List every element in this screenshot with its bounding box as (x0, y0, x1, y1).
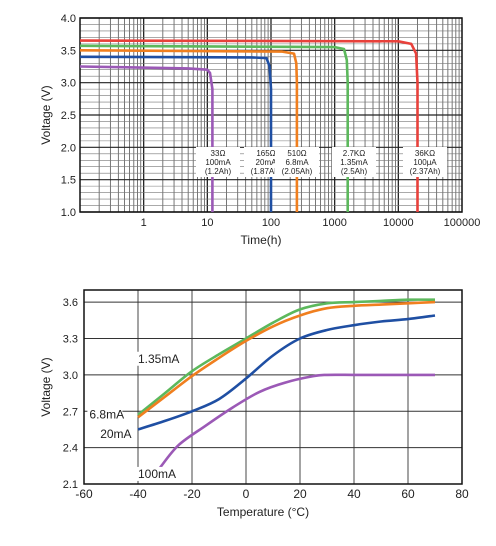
annotation-box (87, 407, 123, 422)
series-label-text: (1.2Ah) (205, 167, 232, 176)
series-line-2 (79, 49, 299, 212)
y-tick-label: 2.4 (63, 443, 78, 455)
series-line-4 (79, 39, 419, 212)
series-line-1 (137, 300, 436, 419)
y-tick-label: 2.1 (63, 479, 78, 491)
y-axis-label: Voltage (V) (39, 85, 53, 144)
chart2: 1.35mA 6.8mA 20mA 100mA -60 -40 -20 0 20 40 60 80 2.… (39, 289, 469, 519)
x-tick-label: 80 (455, 487, 469, 501)
y-tick-label: 3.0 (63, 370, 78, 382)
y-tick-label: 3.3 (63, 334, 78, 346)
series-line-2 (137, 314, 436, 431)
x-tick-label: 1 (141, 217, 147, 229)
series-label-box (196, 147, 240, 177)
y-tick-label: 3.6 (63, 297, 78, 309)
series-label-text: 36KΩ (415, 149, 435, 158)
annotation-box (98, 426, 127, 441)
y-axis-label: Voltage (V) (39, 357, 53, 416)
y-tick-label: 1.5 (61, 175, 76, 187)
y-tick-label: 3.0 (61, 78, 76, 90)
series-label-box (275, 147, 319, 177)
series-annotation: 20mA (100, 427, 131, 441)
annotation-box (136, 466, 171, 481)
series-label-box (403, 147, 447, 177)
y-tick-label: 2.0 (61, 142, 76, 154)
series-label-text: 510Ω (287, 149, 306, 158)
series-label-text: 100mA (205, 158, 231, 167)
x-tick-label: 100000 (444, 217, 481, 229)
series-label-text: (1.87Ah) (251, 167, 282, 176)
x-tick-label: 1000 (322, 217, 346, 229)
series-label-box (332, 147, 376, 177)
series-label-text: (2.5Ah) (341, 167, 368, 176)
y-tick-label: 2.7 (63, 406, 78, 418)
annotation-box (136, 351, 178, 366)
x-tick-label: 40 (347, 487, 361, 501)
series-label-text: (2.05Ah) (282, 167, 313, 176)
x-tick-label: 60 (401, 487, 415, 501)
series-label-text: 100μA (413, 158, 437, 167)
x-tick-label: 20 (293, 487, 307, 501)
x-tick-label: -20 (183, 487, 201, 501)
series-line-1 (79, 55, 273, 212)
series-label-text: 1.35mA (340, 158, 368, 167)
x-tick-label: 10000 (383, 217, 414, 229)
series-annotation: 6.8mA (89, 408, 124, 422)
y-tick-label: 2.5 (61, 110, 76, 122)
y-tick-label: 4.0 (61, 13, 76, 25)
series-label-text: 165Ω (256, 149, 275, 158)
x-axis-label: Time(h) (241, 233, 282, 247)
plot-frame (83, 289, 463, 485)
x-tick-label: 10 (201, 217, 213, 229)
x-tick-label: 100 (262, 217, 280, 229)
series-label-text: 33Ω (211, 149, 226, 158)
series-label-text: (2.37Ah) (410, 167, 441, 176)
y-tick-label: 3.5 (61, 45, 76, 57)
series-annotation: 1.35mA (138, 352, 179, 366)
x-axis-label: Temperature (°C) (217, 505, 309, 519)
series-line-3 (158, 373, 435, 470)
series-label-text: 6.8mA (285, 158, 309, 167)
x-tick-label: 0 (243, 487, 250, 501)
x-tick-label: -40 (129, 487, 147, 501)
series-annotation: 100mA (138, 467, 176, 481)
series-line-0 (79, 65, 214, 212)
y-tick-label: 1.0 (61, 207, 76, 219)
series-label-text: 20mA (256, 158, 278, 167)
series-label-text: 2.7KΩ (343, 149, 365, 158)
series-line-0 (137, 298, 436, 416)
series-line-3 (79, 44, 350, 212)
x-tick-label: -60 (75, 487, 93, 501)
